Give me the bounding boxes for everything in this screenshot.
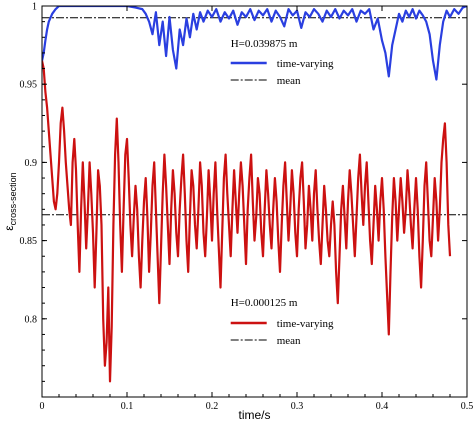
x-tick-label-4: 0.4	[376, 401, 389, 412]
height-label-0: H=0.039875 m	[231, 38, 298, 50]
height-label-1: H=0.000125 m	[231, 297, 298, 309]
legend-label-time-varying-0: time-varying	[277, 58, 334, 70]
plot-area	[42, 6, 467, 383]
legend-label-time-varying-1: time-varying	[277, 318, 334, 330]
y-axis-label-main: ε	[2, 225, 16, 231]
series-line-1-0	[42, 60, 452, 383]
x-tick-label-3: 0.3	[291, 401, 304, 412]
y-axis-label-subscript: cross-section	[8, 172, 18, 225]
chart-labels: H=0.039875 m time-varying mean H=0.000125 m…	[2, 38, 334, 422]
legend-label-mean-1: mean	[277, 335, 301, 347]
y-tick-label-2: 0.9	[25, 158, 38, 169]
y-tick-label-4: 1	[32, 2, 37, 13]
x-tick-label-1: 0.1	[121, 401, 134, 412]
series-line-0-0	[42, 6, 467, 81]
axis-ticks: 0 0.1 0.2 0.3 0.4 0.5 0.8 0.85 0.9 0.95 1	[20, 2, 474, 413]
y-tick-label-0: 0.8	[25, 314, 38, 325]
x-axis-label: time/s	[238, 408, 270, 422]
x-tick-label-0: 0	[40, 401, 45, 412]
y-axis-label: εcross-section	[2, 172, 18, 230]
plot-frame	[41, 5, 468, 398]
x-tick-label-5: 0.5	[461, 401, 474, 412]
y-tick-label-3: 0.95	[20, 80, 38, 91]
legend-label-mean-0: mean	[277, 75, 301, 87]
y-tick-label-1: 0.85	[20, 236, 38, 247]
x-tick-label-2: 0.2	[206, 401, 219, 412]
